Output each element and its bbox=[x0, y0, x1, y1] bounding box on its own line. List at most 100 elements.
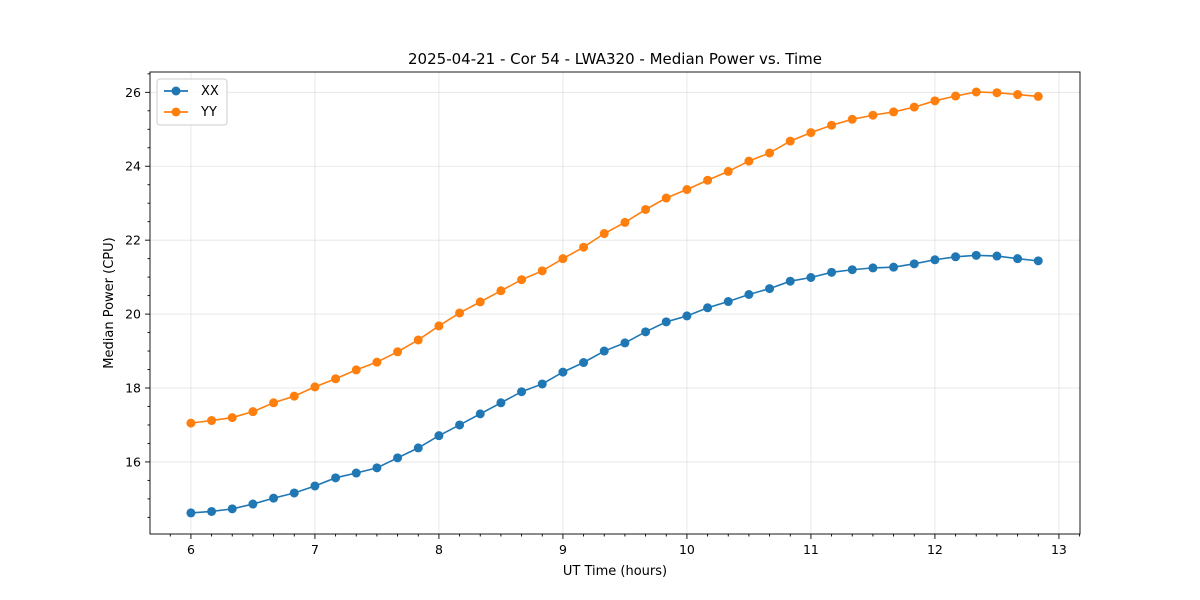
data-point-xx bbox=[951, 252, 961, 262]
data-point-xx bbox=[537, 379, 547, 389]
legend-marker-yy bbox=[171, 107, 181, 117]
data-point-xx bbox=[558, 367, 568, 377]
data-point-xx bbox=[455, 420, 465, 430]
data-point-xx bbox=[744, 289, 754, 299]
y-tick-label: 26 bbox=[125, 85, 141, 100]
data-point-xx bbox=[393, 453, 403, 463]
data-point-xx bbox=[806, 272, 816, 282]
x-axis-label: UT Time (hours) bbox=[563, 564, 667, 579]
data-point-yy bbox=[455, 308, 465, 318]
data-point-yy bbox=[393, 347, 403, 357]
x-tick-label: 10 bbox=[679, 542, 695, 557]
data-point-yy bbox=[847, 114, 857, 124]
data-point-yy bbox=[413, 335, 423, 345]
data-point-yy bbox=[806, 128, 816, 138]
plot-frame bbox=[149, 71, 1081, 535]
data-point-xx bbox=[579, 358, 589, 368]
data-point-xx bbox=[1013, 254, 1023, 264]
data-point-yy bbox=[227, 413, 237, 423]
data-point-yy bbox=[537, 266, 547, 276]
x-tick-label: 12 bbox=[927, 542, 943, 557]
plot-background bbox=[150, 72, 1080, 534]
x-tick-label: 7 bbox=[311, 542, 319, 557]
data-point-yy bbox=[889, 107, 899, 117]
data-point-xx bbox=[434, 431, 444, 441]
data-point-yy bbox=[579, 242, 589, 252]
data-point-yy bbox=[703, 175, 713, 185]
data-point-xx bbox=[723, 297, 733, 307]
data-point-xx bbox=[207, 506, 217, 516]
data-point-xx bbox=[661, 317, 671, 327]
grid bbox=[150, 72, 1080, 534]
y-tick-label: 22 bbox=[125, 233, 141, 248]
data-point-xx bbox=[248, 499, 258, 509]
x-tick-label: 9 bbox=[559, 542, 567, 557]
data-point-yy bbox=[1033, 91, 1043, 101]
data-point-xx bbox=[517, 387, 527, 397]
data-point-yy bbox=[331, 374, 341, 384]
data-point-xx bbox=[930, 255, 940, 265]
data-point-yy bbox=[599, 229, 609, 239]
data-series bbox=[186, 87, 1043, 518]
data-point-xx bbox=[868, 263, 878, 273]
data-point-yy bbox=[434, 321, 444, 331]
data-point-xx bbox=[351, 468, 361, 478]
chart-title: 2025-04-21 - Cor 54 - LWA320 - Median Po… bbox=[408, 50, 822, 68]
data-point-yy bbox=[723, 166, 733, 176]
data-point-xx bbox=[909, 259, 919, 269]
data-point-yy bbox=[785, 136, 795, 146]
data-point-yy bbox=[558, 254, 568, 264]
data-point-xx bbox=[682, 311, 692, 321]
data-point-xx bbox=[269, 493, 279, 503]
data-point-yy bbox=[641, 204, 651, 214]
data-point-yy bbox=[475, 297, 485, 307]
data-point-xx bbox=[599, 346, 609, 356]
data-point-yy bbox=[207, 416, 217, 426]
data-point-xx bbox=[413, 443, 423, 453]
data-point-yy bbox=[269, 398, 279, 408]
y-tick-label: 24 bbox=[125, 159, 141, 174]
data-point-yy bbox=[372, 357, 382, 367]
x-tick-label: 13 bbox=[1051, 542, 1067, 557]
data-point-xx bbox=[971, 250, 981, 260]
data-point-xx bbox=[310, 481, 320, 491]
data-point-yy bbox=[351, 365, 361, 375]
data-point-xx bbox=[496, 398, 506, 408]
data-point-xx bbox=[331, 473, 341, 483]
data-point-xx bbox=[765, 284, 775, 294]
data-point-yy bbox=[186, 418, 196, 428]
data-point-xx bbox=[847, 265, 857, 275]
data-point-yy bbox=[289, 391, 299, 401]
data-point-yy bbox=[682, 185, 692, 195]
data-point-yy bbox=[744, 156, 754, 166]
y-axis-ticks: 16 18 20 22 24 26 bbox=[125, 73, 150, 518]
data-point-yy bbox=[827, 120, 837, 130]
data-point-yy bbox=[620, 217, 630, 227]
legend-label-yy: YY bbox=[200, 105, 217, 120]
y-axis-label: Median Power (CPU) bbox=[102, 237, 117, 368]
y-tick-label: 20 bbox=[125, 307, 141, 322]
data-point-yy bbox=[496, 286, 506, 296]
x-tick-label: 6 bbox=[187, 542, 195, 557]
x-tick-label: 8 bbox=[435, 542, 443, 557]
data-point-yy bbox=[517, 275, 527, 285]
data-point-yy bbox=[930, 96, 940, 106]
data-point-yy bbox=[248, 407, 258, 417]
data-point-yy bbox=[971, 87, 981, 97]
data-point-xx bbox=[703, 303, 713, 313]
data-point-yy bbox=[765, 148, 775, 158]
data-point-xx bbox=[289, 488, 299, 498]
data-point-xx bbox=[785, 276, 795, 286]
data-point-xx bbox=[372, 463, 382, 473]
data-point-yy bbox=[992, 88, 1002, 98]
data-point-yy bbox=[868, 110, 878, 120]
x-axis-ticks: 6 7 8 9 10 11 12 13 bbox=[169, 534, 1081, 557]
data-point-yy bbox=[909, 102, 919, 112]
data-point-xx bbox=[992, 251, 1002, 261]
legend-label-xx: XX bbox=[201, 84, 219, 99]
y-tick-label: 18 bbox=[125, 381, 141, 396]
data-point-yy bbox=[951, 91, 961, 101]
data-point-xx bbox=[475, 409, 485, 419]
data-point-yy bbox=[1013, 90, 1023, 100]
